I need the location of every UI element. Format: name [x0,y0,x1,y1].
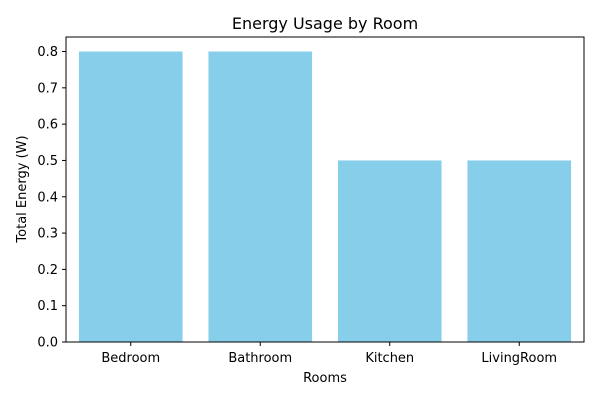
y-tick-label: 0.8 [37,45,58,60]
bar-bathroom [208,51,313,343]
y-tick-label: 0.4 [37,190,58,205]
bar-kitchen [337,160,442,342]
y-tick-label: 0.1 [37,299,58,314]
x-tick-label: Bathroom [228,351,292,366]
plot-frame [65,36,585,343]
bars-layer [78,51,572,343]
x-axis-title: Rooms [303,371,347,386]
chart-title: Energy Usage by Room [232,14,418,33]
y-tick-label: 0.0 [37,336,58,351]
y-tick-label: 0.2 [37,263,58,278]
y-tick-label: 0.6 [37,118,58,133]
y-tick-label: 0.7 [37,81,58,96]
x-tick-label: Bedroom [101,351,160,366]
bar-livingroom [467,160,572,342]
y-tick-label: 0.3 [37,227,58,242]
y-axis-title: Total Energy (W) [15,135,30,243]
x-axis: Bedroom Bathroom Kitchen LivingRoom [101,342,557,366]
x-tick-label: Kitchen [365,351,414,366]
y-tick-label: 0.5 [37,154,58,169]
x-tick-label: LivingRoom [481,351,557,366]
bar-bedroom [78,51,183,343]
y-axis: 0.0 0.1 0.2 0.3 0.4 0.5 0.6 0.7 0.8 [37,45,66,351]
